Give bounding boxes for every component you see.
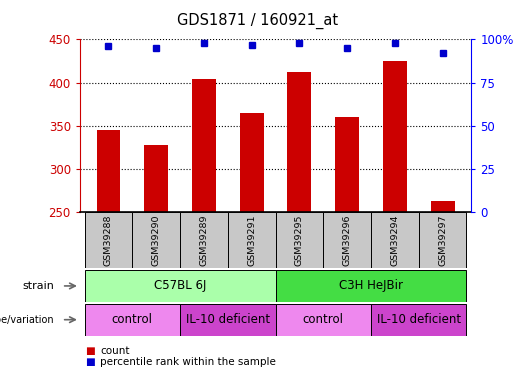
Text: GDS1871 / 160921_at: GDS1871 / 160921_at <box>177 13 338 29</box>
Text: ■: ■ <box>85 346 95 355</box>
Bar <box>371 212 419 268</box>
Text: GSM39291: GSM39291 <box>247 214 256 266</box>
Bar <box>431 201 455 212</box>
Bar <box>180 212 228 268</box>
Bar <box>239 112 264 212</box>
Text: control: control <box>112 313 153 326</box>
Bar <box>335 117 359 212</box>
Text: genotype/variation: genotype/variation <box>0 315 54 325</box>
Bar <box>276 212 323 268</box>
Text: GSM39294: GSM39294 <box>390 214 399 266</box>
Text: percentile rank within the sample: percentile rank within the sample <box>100 357 277 367</box>
Bar <box>287 72 312 212</box>
Bar <box>96 130 121 212</box>
Text: GSM39295: GSM39295 <box>295 214 304 266</box>
Text: IL-10 deficient: IL-10 deficient <box>376 313 461 326</box>
Text: IL-10 deficient: IL-10 deficient <box>186 313 270 326</box>
Text: GSM39288: GSM39288 <box>104 214 113 266</box>
Bar <box>276 304 371 336</box>
Text: GSM39296: GSM39296 <box>342 214 352 266</box>
Text: ■: ■ <box>85 357 95 367</box>
Bar <box>276 270 467 302</box>
Text: GSM39290: GSM39290 <box>152 214 161 266</box>
Bar <box>180 304 276 336</box>
Text: control: control <box>303 313 344 326</box>
Text: C57BL 6J: C57BL 6J <box>154 279 206 292</box>
Bar <box>84 304 180 336</box>
Bar <box>144 145 168 212</box>
Bar <box>323 212 371 268</box>
Bar <box>371 304 467 336</box>
Bar <box>192 79 216 212</box>
Bar <box>132 212 180 268</box>
Text: GSM39289: GSM39289 <box>199 214 209 266</box>
Text: count: count <box>100 346 130 355</box>
Text: strain: strain <box>22 281 54 291</box>
Bar <box>84 212 132 268</box>
Bar <box>228 212 276 268</box>
Bar <box>419 212 467 268</box>
Text: C3H HeJBir: C3H HeJBir <box>339 279 403 292</box>
Bar <box>383 61 407 212</box>
Bar <box>84 270 276 302</box>
Text: GSM39297: GSM39297 <box>438 214 447 266</box>
